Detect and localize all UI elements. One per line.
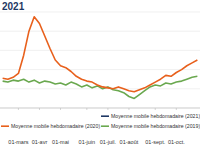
x-tick: [18, 108, 19, 110]
x-tick: [107, 108, 108, 110]
grid-line: [0, 50, 200, 51]
x-tick-label: 01-sept.: [145, 139, 165, 145]
x-tick-label: 01-avr: [32, 139, 48, 145]
x-tick-label: 01-juil.: [100, 139, 117, 145]
grid-line: [0, 69, 200, 70]
x-tick: [86, 108, 87, 110]
plot-area: [3, 17, 198, 99]
series-line: [3, 76, 198, 98]
title: 2021: [2, 1, 25, 12]
x-tick-label: 01-juin: [79, 139, 96, 145]
x-tick: [176, 108, 177, 110]
legend-swatch: [1, 125, 9, 127]
legend-label: Moyenne mobile hebdomadaire (2020): [11, 123, 100, 129]
x-tick: [128, 108, 129, 110]
grid-line: [0, 12, 200, 13]
legend-swatch: [101, 115, 109, 117]
x-tick-label: 01-mars: [8, 139, 28, 145]
grid-line: [0, 88, 200, 89]
x-tick: [60, 108, 61, 110]
legend-label: Moyenne mobile hebdomadaire (2021): [111, 113, 200, 119]
x-tick-label: 01-oct.: [168, 139, 185, 145]
grid-line: [0, 108, 200, 109]
legend-swatch: [101, 125, 109, 127]
grid-line: [0, 31, 200, 32]
x-tick-label: 01-août: [120, 139, 139, 145]
x-tick: [155, 108, 156, 110]
x-tick: [39, 108, 40, 110]
chart: 2021 Moyenne mobile hebdomadaire (2021) Mo…: [0, 0, 200, 150]
x-tick-label: 01-mai: [52, 139, 69, 145]
series-line: [3, 17, 198, 92]
legend-label: Moyenne mobile hebdomadaire (2019): [111, 123, 200, 129]
x-axis: [0, 108, 200, 109]
